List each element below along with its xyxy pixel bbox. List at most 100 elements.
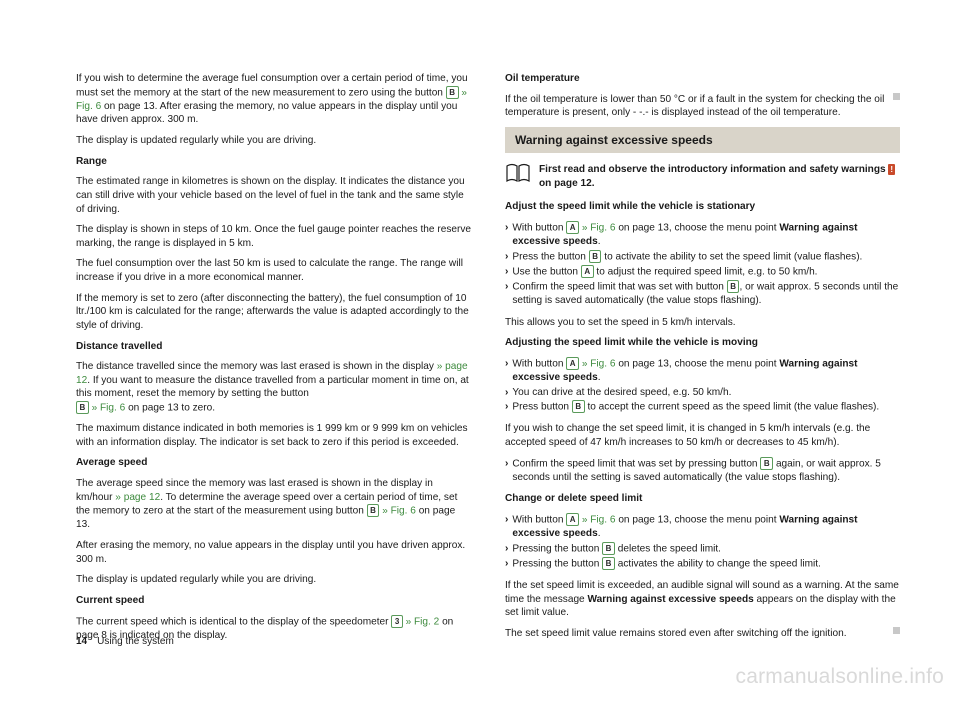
key-a-icon: A bbox=[566, 513, 579, 526]
list-item: ›Confirm the speed limit that was set wi… bbox=[505, 280, 900, 308]
text: Use the button bbox=[512, 266, 580, 277]
text: on page 13, choose the menu point bbox=[616, 222, 780, 233]
key-b-icon: B bbox=[446, 86, 459, 99]
text: on page 13 to zero. bbox=[125, 403, 215, 414]
figref: » Fig. 6 bbox=[92, 403, 126, 414]
pageref: » page 12 bbox=[115, 492, 160, 503]
para-avg-fuel: If you wish to determine the average fue… bbox=[76, 72, 471, 127]
text: The current speed which is identical to … bbox=[76, 616, 391, 627]
page-footer: 14 Using the system bbox=[76, 636, 174, 647]
text: Confirm the speed limit that was set wit… bbox=[512, 281, 726, 292]
text: on page 13, choose the menu point bbox=[616, 358, 780, 369]
heading-avgspeed: Average speed bbox=[76, 456, 471, 470]
heading: Adjusting the speed limit while the vehi… bbox=[505, 336, 900, 350]
text: With button bbox=[512, 358, 566, 369]
figref: » Fig. 6 bbox=[382, 506, 416, 517]
para: If the oil temperature is lower than 50 … bbox=[505, 93, 900, 120]
intro-row: First read and observe the introductory … bbox=[505, 163, 900, 190]
heading-distance: Distance travelled bbox=[76, 340, 471, 354]
list-item: ›Pressing the button B activates the abi… bbox=[505, 557, 900, 571]
text: . If you want to measure the distance tr… bbox=[76, 375, 469, 400]
left-column: If you wish to determine the average fue… bbox=[76, 72, 471, 649]
text: Confirm the speed limit that was set by … bbox=[512, 458, 760, 469]
key-3-icon: 3 bbox=[391, 615, 402, 628]
para: The display is updated regularly while y… bbox=[76, 573, 471, 587]
key-b-icon: B bbox=[76, 401, 89, 414]
list: ›With button A » Fig. 6 on page 13, choo… bbox=[505, 357, 900, 415]
heading: Adjust the speed limit while the vehicle… bbox=[505, 200, 900, 214]
figref: » Fig. 6 bbox=[582, 222, 616, 233]
warning-icon: ! bbox=[888, 164, 895, 175]
key-a-icon: A bbox=[581, 265, 594, 278]
list-item: ›With button A » Fig. 6 on page 13, choo… bbox=[505, 357, 900, 385]
text: First read and observe the introductory … bbox=[539, 164, 888, 175]
text: Pressing the button bbox=[512, 558, 602, 569]
para: This allows you to set the speed in 5 km… bbox=[505, 316, 900, 330]
list: ›With button A » Fig. 6 on page 13, choo… bbox=[505, 221, 900, 308]
list-item: ›Press the button B to activate the abil… bbox=[505, 250, 900, 264]
key-b-icon: B bbox=[602, 557, 615, 570]
intro-text: First read and observe the introductory … bbox=[539, 163, 900, 190]
key-b-icon: B bbox=[727, 280, 740, 293]
list-item: ›Use the button A to adjust the required… bbox=[505, 265, 900, 279]
para: If you wish to change the set speed limi… bbox=[505, 422, 900, 449]
heading-range: Range bbox=[76, 155, 471, 169]
key-b-icon: B bbox=[602, 542, 615, 555]
list-item: ›With button A » Fig. 6 on page 13, choo… bbox=[505, 513, 900, 541]
list: ›Confirm the speed limit that was set by… bbox=[505, 457, 900, 485]
key-b-icon: B bbox=[572, 400, 585, 413]
text: The distance travelled since the memory … bbox=[76, 361, 437, 372]
heading: Change or delete speed limit bbox=[505, 492, 900, 506]
list-item: ›You can drive at the desired speed, e.g… bbox=[505, 386, 900, 400]
end-marker-icon bbox=[893, 93, 900, 100]
para: The maximum distance indicated in both m… bbox=[76, 422, 471, 449]
text: activates the ability to change the spee… bbox=[615, 558, 821, 569]
text: to activate the ability to set the speed… bbox=[601, 251, 862, 262]
heading-oil: Oil temperature bbox=[505, 72, 900, 86]
para: The distance travelled since the memory … bbox=[76, 360, 471, 415]
para: The set speed limit value remains stored… bbox=[505, 627, 900, 641]
key-a-icon: A bbox=[566, 357, 579, 370]
text: Press the button bbox=[512, 251, 588, 262]
list-item: ›Press button B to accept the current sp… bbox=[505, 400, 900, 414]
page-number: 14 bbox=[76, 636, 87, 647]
text: to adjust the required speed limit, e.g.… bbox=[594, 266, 818, 277]
text: You can drive at the desired speed, e.g.… bbox=[512, 386, 731, 400]
figref: » Fig. 6 bbox=[582, 358, 616, 369]
list: ›With button A » Fig. 6 on page 13, choo… bbox=[505, 513, 900, 571]
para: The fuel consumption over the last 50 km… bbox=[76, 257, 471, 284]
text: With button bbox=[512, 222, 566, 233]
para: The average speed since the memory was l… bbox=[76, 477, 471, 532]
book-icon bbox=[505, 163, 531, 183]
figref: » Fig. 2 bbox=[406, 616, 440, 627]
section-heading: Warning against excessive speeds bbox=[505, 127, 900, 153]
para: If the memory is set to zero (after disc… bbox=[76, 292, 471, 333]
heading-curspeed: Current speed bbox=[76, 594, 471, 608]
para: After erasing the memory, no value appea… bbox=[76, 539, 471, 566]
watermark: carmanualsonline.info bbox=[736, 665, 945, 689]
key-b-icon: B bbox=[367, 504, 380, 517]
text: Press button bbox=[512, 402, 571, 413]
para: The display is updated regularly while y… bbox=[76, 134, 471, 148]
para: The estimated range in kilometres is sho… bbox=[76, 175, 471, 216]
text: to accept the current speed as the speed… bbox=[585, 402, 880, 413]
para: If the set speed limit is exceeded, an a… bbox=[505, 579, 900, 620]
right-column: Oil temperature If the oil temperature i… bbox=[505, 72, 900, 649]
text: on page 13. After erasing the memory, no… bbox=[76, 101, 457, 126]
list-item: ›With button A » Fig. 6 on page 13, choo… bbox=[505, 221, 900, 249]
para: The display is shown in steps of 10 km. … bbox=[76, 223, 471, 250]
text: deletes the speed limit. bbox=[615, 543, 721, 554]
key-a-icon: A bbox=[566, 221, 579, 234]
text: on page 13, choose the menu point bbox=[616, 515, 780, 526]
text: With button bbox=[512, 515, 566, 526]
text: Warning against excessive speeds bbox=[587, 594, 753, 605]
text: The set speed limit value remains stored… bbox=[505, 628, 847, 639]
end-marker-icon bbox=[893, 627, 900, 634]
list-item: ›Confirm the speed limit that was set by… bbox=[505, 457, 900, 485]
text: If the oil temperature is lower than 50 … bbox=[505, 94, 884, 119]
key-b-icon: B bbox=[760, 457, 773, 470]
figref: » Fig. 6 bbox=[582, 515, 616, 526]
key-b-icon: B bbox=[589, 250, 602, 263]
footer-label: Using the system bbox=[97, 636, 174, 647]
list-item: ›Pressing the button B deletes the speed… bbox=[505, 542, 900, 556]
